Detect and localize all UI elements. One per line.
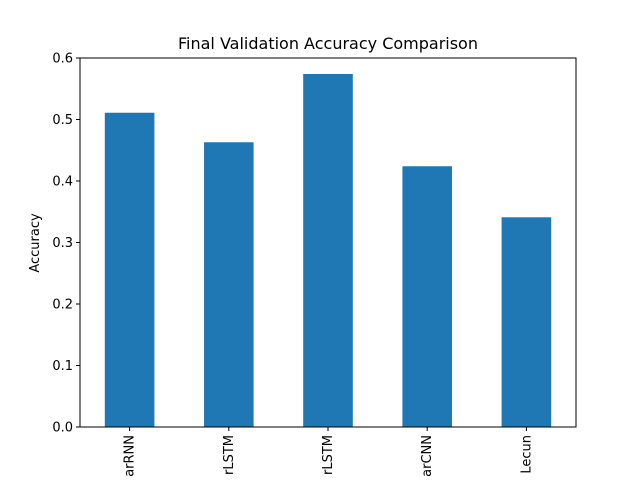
y-tick-label-0: 0.0 [52,421,73,436]
x-tick-label-2: rLSTM [321,435,336,475]
y-tick-label-4: 0.4 [52,175,73,190]
chart-title: Final Validation Accuracy Comparison [178,34,478,53]
x-tick-label-1: rLSTM [222,435,237,475]
bar-2 [303,73,353,428]
bars-group [104,73,552,428]
bar-4 [501,217,552,427]
bar-0 [104,112,155,428]
y-tick-label-6: 0.6 [52,52,73,67]
y-tick-label-2: 0.2 [52,298,73,313]
x-axis-ticks: arRNN rLSTM rLSTM arCNN Lecun [123,427,534,477]
y-tick-label-3: 0.3 [52,236,73,251]
x-tick-label-4: Lecun [519,435,534,474]
bar-1 [204,142,254,427]
y-axis-label: Accuracy [28,213,43,273]
plot-frame [79,57,577,428]
x-tick-label-3: arCNN [420,435,435,477]
y-axis-ticks: 0.0 0.1 0.2 0.3 0.4 0.5 0.6 [52,52,80,436]
x-tick-label-0: arRNN [123,435,138,477]
y-tick-label-1: 0.1 [52,359,73,374]
bar-3 [402,166,452,428]
y-tick-label-5: 0.5 [52,113,73,128]
